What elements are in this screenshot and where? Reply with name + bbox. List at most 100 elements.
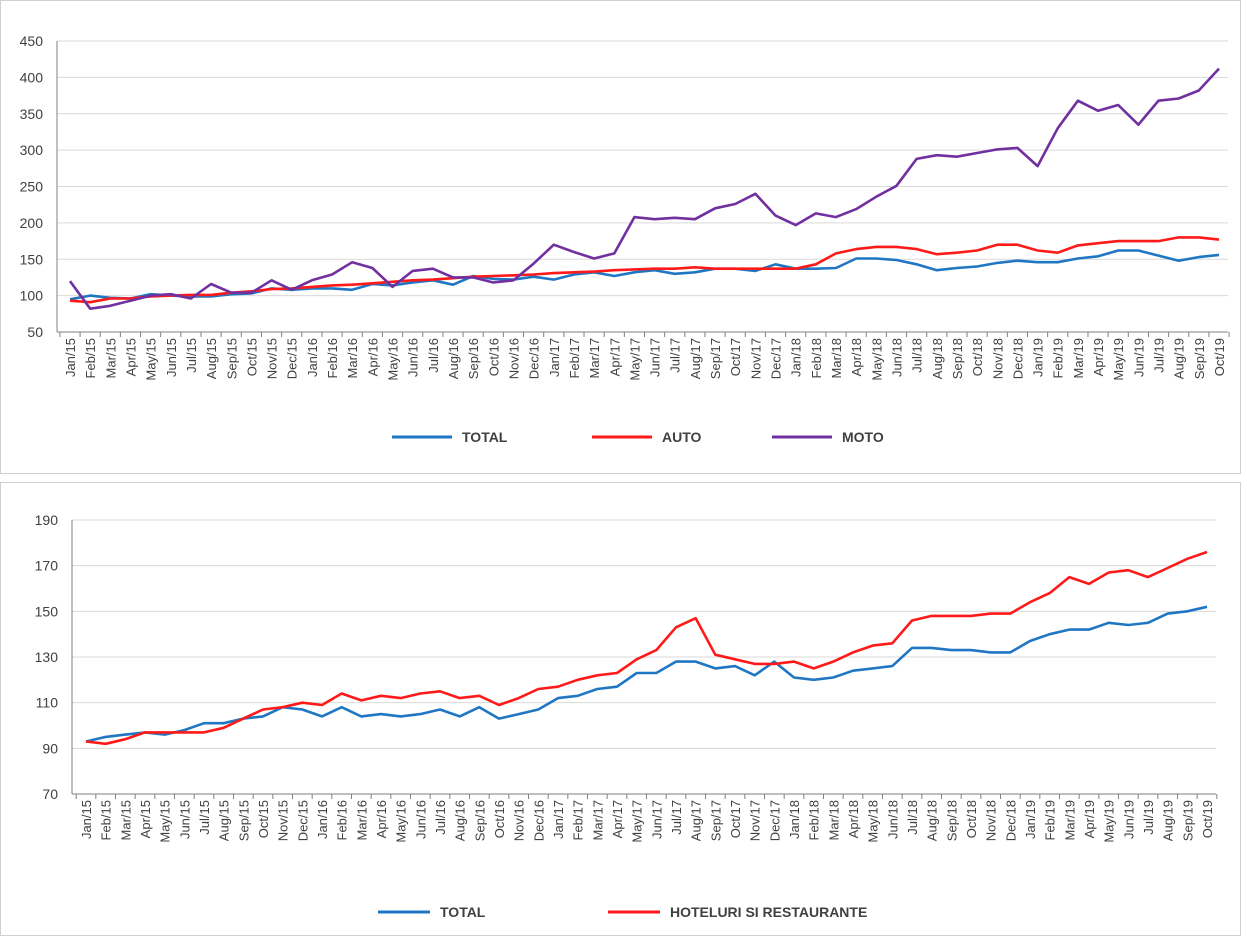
x-tick-label: Feb/19 [1043, 800, 1058, 840]
x-tick-label: Feb/16 [325, 338, 340, 378]
x-tick-label: Mar/17 [587, 338, 602, 378]
x-tick-label: Jan/18 [789, 338, 804, 377]
x-tick-label: Jun/16 [406, 338, 421, 377]
x-tick-label: Nov/16 [506, 338, 521, 379]
x-tick-label: Aug/15 [217, 800, 232, 841]
series-line-total [85, 605, 1208, 743]
x-tick-label: Jul/17 [669, 800, 684, 835]
x-tick-label: Aug/19 [1161, 800, 1176, 841]
x-tick-label: Oct/16 [492, 800, 507, 838]
x-tick-label: Jul/18 [910, 338, 925, 373]
x-tick-label: Dec/18 [1010, 338, 1025, 379]
x-tick-label: Dec/17 [767, 800, 782, 841]
y-tick-label: 400 [20, 69, 44, 85]
x-tick-label: Oct/17 [728, 800, 743, 838]
x-tick-label: Jul/19 [1152, 338, 1167, 373]
x-tick-label: Mar/17 [590, 800, 605, 840]
x-tick-label: Jun/15 [177, 800, 192, 839]
chart-2: 70 90 110 130 150 170 190 Jan/15 Feb/15 Mar/15 Apr… [35, 512, 1218, 920]
x-tick-label: Feb/18 [809, 338, 824, 378]
x-tick-label: Oct/18 [964, 800, 979, 838]
x-tick-label: Nov/18 [990, 338, 1005, 379]
x-tick-label: Jan/19 [1023, 800, 1038, 839]
x-tick-label: Aug/15 [204, 338, 219, 379]
y-tick-label: 150 [35, 603, 59, 619]
series-line-moto [68, 67, 1220, 311]
chart-1: 50 100 150 200 250 300 350 400 450 Jan/15 Feb/15 Ma… [20, 33, 1230, 445]
x-tick-label: Sep/17 [708, 338, 723, 379]
y-tick-label: 110 [36, 695, 59, 711]
x-tick-label: Jan/15 [79, 800, 94, 839]
series-line-auto [69, 236, 1220, 304]
y-tick-label: 350 [20, 106, 44, 122]
y-tick-label: 170 [35, 558, 59, 574]
y-tick-label: 50 [27, 324, 43, 340]
x-tick-label: Sep/19 [1192, 338, 1207, 379]
x-tick-label: Nov/15 [276, 800, 291, 841]
x-tick-label: Aug/17 [688, 338, 703, 379]
x-tick-label: Apr/16 [374, 800, 389, 838]
x-tick-label: May/16 [394, 800, 409, 843]
x-tick-label: Sep/16 [472, 800, 487, 841]
x-tick-label: Sep/15 [224, 338, 239, 379]
y-tick-label: 250 [20, 179, 44, 195]
x-tick-label: Mar/19 [1062, 800, 1077, 840]
x-tick-label: Apr/18 [846, 800, 861, 838]
x-tick-label: May/17 [630, 800, 645, 843]
x-tick-label: Dec/18 [1003, 800, 1018, 841]
series-line-hoteluri-si-restaurante [85, 550, 1208, 746]
x-tick-label: Aug/18 [925, 800, 940, 841]
x-tick-label: Sep/19 [1180, 800, 1195, 841]
x-tick-label: Oct/16 [486, 338, 501, 376]
x-tick-label: Oct/17 [728, 338, 743, 376]
x-tick-label: Jan/17 [547, 338, 562, 377]
legend-label: HOTELURI SI RESTAURANTE [670, 904, 867, 920]
x-tick-label: Jun/19 [1131, 338, 1146, 377]
legend-label: TOTAL [440, 904, 486, 920]
x-tick-label: Feb/15 [83, 338, 98, 378]
x-tick-label: Jul/19 [1141, 800, 1156, 835]
x-tick-label: Oct/19 [1200, 800, 1215, 838]
y-tick-label: 150 [20, 251, 44, 267]
x-tick-label: Aug/16 [453, 800, 468, 841]
x-tick-label: Sep/18 [950, 338, 965, 379]
x-tick-label: Feb/15 [99, 800, 114, 840]
x-tick-label: May/15 [144, 338, 159, 381]
x-tick-label: May/19 [1102, 800, 1117, 843]
x-tick-label: Oct/19 [1212, 338, 1227, 376]
x-tick-label: Feb/17 [567, 338, 582, 378]
x-tick-label: May/15 [158, 800, 173, 843]
x-tick-label: Dec/16 [527, 338, 542, 379]
y-tick-label: 100 [20, 288, 44, 304]
x-tick-label: May/19 [1111, 338, 1126, 381]
x-tick-label: Feb/18 [807, 800, 822, 840]
x-tick-label: Jan/16 [315, 800, 330, 839]
x-tick-label: Jul/16 [426, 338, 441, 373]
x-tick-label: Jan/19 [1031, 338, 1046, 377]
x-tick-label: May/18 [869, 338, 884, 381]
y-tick-label: 200 [20, 215, 44, 231]
y-tick-label: 70 [42, 786, 58, 802]
x-tick-label: Feb/19 [1051, 338, 1066, 378]
legend-label: TOTAL [462, 429, 508, 445]
x-tick-label: Jul/15 [197, 800, 212, 835]
x-tick-label: Apr/16 [365, 338, 380, 376]
x-tick-label: Nov/15 [265, 338, 280, 379]
x-tick-label: Mar/18 [826, 800, 841, 840]
x-tick-label: Aug/16 [446, 338, 461, 379]
x-tick-label: Dec/15 [285, 338, 300, 379]
x-tick-label: Jan/17 [551, 800, 566, 839]
x-tick-label: Jul/17 [668, 338, 683, 373]
y-tick-label: 450 [20, 33, 44, 49]
y-tick-label: 130 [35, 649, 59, 665]
x-tick-label: Jan/15 [63, 338, 78, 377]
x-tick-label: Aug/18 [930, 338, 945, 379]
x-tick-label: Mar/15 [103, 338, 118, 378]
x-tick-label: Jul/18 [905, 800, 920, 835]
x-tick-label: Apr/15 [123, 338, 138, 376]
x-tick-label: Apr/15 [138, 800, 153, 838]
x-tick-label: Dec/15 [295, 800, 310, 841]
x-tick-label: Mar/19 [1071, 338, 1086, 378]
x-tick-label: Jun/17 [649, 800, 664, 839]
x-tick-label: Jan/16 [305, 338, 320, 377]
